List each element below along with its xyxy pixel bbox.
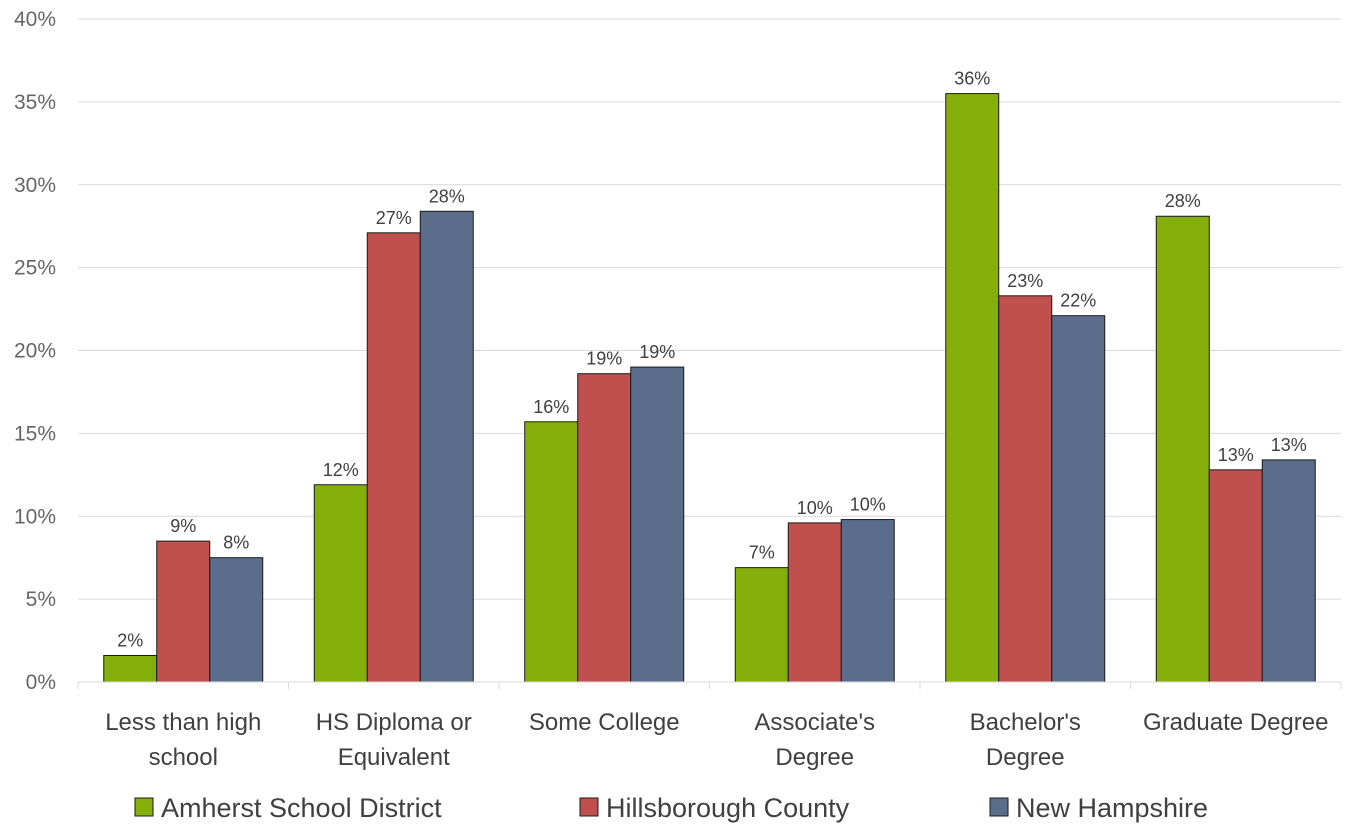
data-label: 23% xyxy=(1007,271,1043,291)
data-label: 2% xyxy=(117,630,143,650)
y-tick-label: 40% xyxy=(14,8,56,31)
x-tick-label: Some College xyxy=(529,709,680,736)
x-tick-label: Less than high school xyxy=(105,709,261,771)
bar xyxy=(313,484,368,683)
x-tick-label: Bachelor's Degree xyxy=(970,709,1081,771)
bar xyxy=(787,522,842,683)
bar xyxy=(945,93,1000,683)
data-label: 12% xyxy=(323,460,359,480)
y-tick-label: 15% xyxy=(14,422,56,445)
legend-swatch xyxy=(989,797,1009,817)
x-tick-label: Graduate Degree xyxy=(1143,709,1328,736)
bar xyxy=(524,421,579,683)
data-label: 10% xyxy=(797,498,833,518)
legend-label: Amherst School District xyxy=(161,793,442,823)
y-tick-label: 10% xyxy=(14,505,56,528)
data-label: 36% xyxy=(954,69,990,89)
bar xyxy=(998,295,1053,683)
data-label: 10% xyxy=(850,495,886,515)
data-label: 19% xyxy=(586,349,622,369)
legend-label: Hillsborough County xyxy=(606,793,850,823)
legend: Amherst School District Hillsborough Coun… xyxy=(134,793,1208,823)
bars: 2% 9% 8% 12% 27% 28% 16% 19% 19% 7% 10% 10% 36% 23% 22… xyxy=(103,69,1316,683)
data-label: 19% xyxy=(639,342,675,362)
y-tick-label: 20% xyxy=(14,340,56,363)
y-axis: 0% 5% 10% 15% 20% 25% 30% 35% 40% xyxy=(14,8,56,694)
data-label: 13% xyxy=(1218,445,1254,465)
bar xyxy=(419,210,474,683)
data-label: 7% xyxy=(749,543,775,563)
data-label: 8% xyxy=(223,533,249,553)
y-tick-label: 35% xyxy=(14,91,56,114)
legend-label: New Hampshire xyxy=(1016,793,1208,823)
y-tick-label: 30% xyxy=(14,174,56,197)
bar xyxy=(734,567,789,683)
bar xyxy=(577,373,632,683)
bar xyxy=(1208,469,1263,683)
bar xyxy=(1051,315,1106,683)
y-tick-label: 0% xyxy=(26,671,56,694)
bar xyxy=(1155,215,1210,683)
bar xyxy=(103,654,158,683)
data-label: 28% xyxy=(429,186,465,206)
x-axis: Less than high school HS Diploma or Equival… xyxy=(77,681,1342,771)
y-tick-label: 5% xyxy=(26,588,56,611)
legend-swatch xyxy=(134,797,154,817)
data-label: 16% xyxy=(533,397,569,417)
x-tick-label: Associate's Degree xyxy=(754,709,875,771)
bar xyxy=(156,540,211,683)
data-label: 27% xyxy=(376,208,412,228)
x-tick-label: HS Diploma or Equivalent xyxy=(316,709,472,771)
data-label: 28% xyxy=(1165,191,1201,211)
data-label: 13% xyxy=(1271,435,1307,455)
data-label: 22% xyxy=(1060,291,1096,311)
legend-swatch xyxy=(579,797,599,817)
bar xyxy=(840,519,895,683)
data-label: 9% xyxy=(170,516,196,536)
gridlines xyxy=(78,18,1341,600)
y-tick-label: 25% xyxy=(14,257,56,280)
bar xyxy=(209,557,264,683)
bar xyxy=(366,232,421,683)
bar xyxy=(1261,459,1316,683)
bar xyxy=(630,366,685,683)
